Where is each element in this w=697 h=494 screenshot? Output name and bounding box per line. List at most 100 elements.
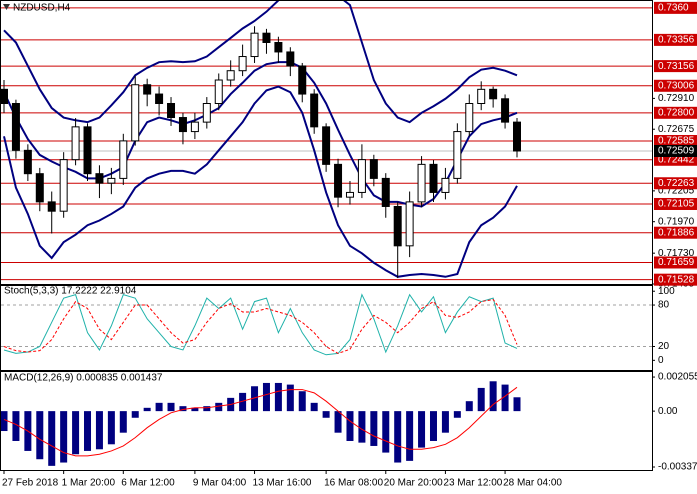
candle-body bbox=[202, 102, 211, 123]
histogram-bar bbox=[155, 402, 163, 412]
level-label: 0.72442 bbox=[658, 154, 695, 165]
candle-body bbox=[238, 56, 247, 72]
histogram-bar bbox=[84, 411, 92, 451]
level-label: 0.73006 bbox=[658, 80, 695, 91]
level-label: 0.71528 bbox=[658, 274, 695, 285]
candle-body bbox=[155, 93, 164, 104]
level-label-bg bbox=[654, 256, 697, 269]
histogram-bar bbox=[191, 407, 199, 412]
candle-body bbox=[274, 42, 283, 53]
histogram-bar bbox=[48, 411, 56, 466]
chart-title: NZDUSD,H4 bbox=[13, 3, 71, 14]
candle-body bbox=[23, 149, 32, 175]
histogram-bar bbox=[358, 411, 366, 443]
level-label: 0.72800 bbox=[658, 107, 695, 118]
candle-body bbox=[310, 93, 319, 128]
candle-body bbox=[190, 121, 199, 133]
histogram-bar bbox=[262, 382, 270, 412]
x-tick-label: 16 Mar 08:00 bbox=[324, 478, 383, 489]
histogram-bar bbox=[131, 411, 139, 418]
histogram-bar bbox=[1, 411, 8, 432]
candle-body bbox=[1, 88, 8, 104]
candle-body bbox=[11, 102, 20, 151]
level-label-bg bbox=[654, 106, 697, 119]
histogram-bar bbox=[346, 411, 354, 441]
candle-body bbox=[250, 32, 259, 58]
y-tick-label: 0.72675 bbox=[658, 124, 695, 135]
histogram-bar bbox=[477, 387, 485, 412]
signal-line bbox=[3, 386, 518, 457]
line bbox=[3, 293, 518, 356]
candle-body bbox=[334, 163, 343, 198]
histogram-bar bbox=[215, 402, 223, 412]
candle-body bbox=[477, 88, 486, 104]
histogram-bar bbox=[251, 386, 259, 412]
candle-body bbox=[381, 177, 390, 207]
candle-body bbox=[501, 98, 510, 123]
histogram-bar bbox=[453, 411, 461, 418]
candle-body bbox=[322, 126, 331, 165]
histogram-bar bbox=[513, 397, 521, 412]
histogram-bar bbox=[60, 411, 68, 463]
candle-body bbox=[369, 159, 378, 179]
candle-body bbox=[298, 65, 307, 95]
histogram-bar bbox=[143, 407, 151, 412]
x-tick-label: 1 Mar 20:00 bbox=[62, 478, 116, 489]
y-tick-label: 0 bbox=[658, 355, 664, 366]
level-label-bg bbox=[654, 1, 697, 14]
histogram-bar bbox=[382, 411, 390, 453]
y-tick-label: 0.002055 bbox=[658, 372, 697, 383]
level-label: 0.72263 bbox=[658, 178, 695, 189]
histogram-bar bbox=[107, 411, 115, 445]
level-label-bg bbox=[654, 60, 697, 73]
level-label: 0.71659 bbox=[658, 257, 695, 268]
x-tick-label: 13 Mar 16:00 bbox=[253, 478, 312, 489]
candle-body bbox=[119, 140, 128, 179]
y-tick-label: 0.72910 bbox=[658, 93, 695, 104]
candle-body bbox=[417, 163, 426, 203]
level-label-bg bbox=[654, 273, 697, 286]
stoch-pane bbox=[1, 293, 652, 356]
y-tick-label: 0.72205 bbox=[658, 186, 695, 197]
histogram-bar bbox=[370, 411, 378, 446]
x-tick-label: 20 Mar 20:00 bbox=[384, 478, 443, 489]
histogram-bar bbox=[489, 381, 497, 412]
candle-body bbox=[465, 102, 474, 133]
level-label: 0.7360 bbox=[658, 3, 689, 14]
level-label: 0.72105 bbox=[658, 199, 695, 210]
band bbox=[3, 61, 518, 208]
last-price-bg bbox=[654, 144, 697, 157]
x-tick-label: 6 Mar 12:00 bbox=[121, 478, 175, 489]
histogram-bar bbox=[501, 384, 509, 412]
y-tick-label: -0.00337 bbox=[658, 462, 697, 473]
candle-body bbox=[83, 126, 92, 175]
candle-body bbox=[453, 131, 462, 179]
histogram-bar bbox=[310, 402, 318, 412]
histogram-bar bbox=[274, 382, 282, 412]
symbol-icon bbox=[3, 4, 10, 10]
candle-body bbox=[262, 32, 271, 44]
candle-body bbox=[131, 84, 140, 142]
price-frame bbox=[0, 0, 653, 285]
histogram-bar bbox=[298, 391, 306, 412]
histogram-bar bbox=[36, 411, 44, 460]
level-label-bg bbox=[654, 79, 697, 92]
histogram-bar bbox=[95, 411, 103, 450]
candle-body bbox=[393, 205, 402, 247]
histogram-bar bbox=[429, 411, 437, 441]
histogram-bar bbox=[203, 406, 211, 412]
y-tick-label: 0.00 bbox=[658, 406, 678, 417]
band bbox=[3, 85, 518, 278]
histogram-bar bbox=[12, 411, 20, 441]
x-tick-label: 9 Mar 04:00 bbox=[193, 478, 247, 489]
candle-body bbox=[286, 51, 295, 67]
histogram-bar bbox=[286, 384, 294, 412]
histogram-bar bbox=[322, 411, 330, 418]
histogram-bar bbox=[239, 392, 247, 412]
candle-body bbox=[429, 163, 438, 193]
histogram-bar bbox=[167, 402, 175, 412]
candle-body bbox=[345, 191, 354, 198]
candle-body bbox=[143, 84, 152, 95]
x-tick-label: 23 Mar 12:00 bbox=[443, 478, 502, 489]
